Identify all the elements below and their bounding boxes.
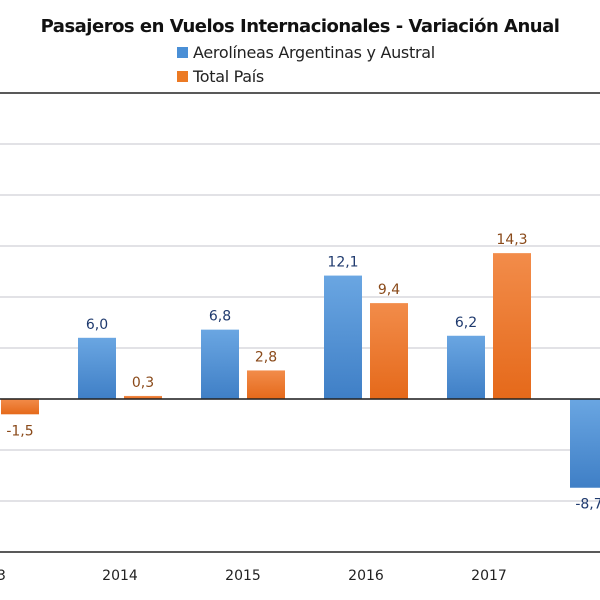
- data-label: 6,0: [86, 317, 108, 333]
- data-label: 0,3: [132, 375, 154, 391]
- data-label: 6,8: [209, 309, 231, 325]
- data-label: 9,4: [378, 282, 400, 298]
- legend-item-aerolineas: Aerolíneas Argentinas y Austral: [177, 43, 435, 62]
- x-tick-label: 2014: [102, 568, 138, 584]
- legend-swatch-blue: [177, 47, 188, 58]
- data-label: 6,2: [455, 315, 477, 331]
- x-tick-label: 13: [0, 568, 6, 584]
- data-label: -8,7: [575, 497, 600, 513]
- bar-total-pais: [493, 253, 531, 399]
- bar-total-pais: [124, 395, 162, 399]
- bar-aerolineas: [324, 275, 362, 399]
- x-tick-label: 2015: [225, 568, 261, 584]
- data-label: 14,3: [496, 232, 527, 248]
- data-label: 12,1: [327, 255, 358, 271]
- x-tick-label: 2017: [471, 568, 507, 584]
- bar-aerolineas: [201, 329, 239, 399]
- x-tick-label: 2016: [348, 568, 384, 584]
- legend-item-total-pais: Total País: [177, 67, 264, 86]
- bar-aerolineas: [78, 337, 116, 399]
- bar-aerolineas: [447, 335, 485, 399]
- chart-title: Pasajeros en Vuelos Internacionales - Va…: [40, 16, 560, 37]
- bar-total-pais: [247, 370, 285, 399]
- bar-total-pais: [370, 303, 408, 399]
- bar-total-pais: [1, 399, 39, 415]
- legend-label: Aerolíneas Argentinas y Austral: [193, 43, 435, 62]
- legend-swatch-orange: [177, 71, 188, 82]
- data-label: 2,8: [255, 349, 277, 365]
- bar-aerolineas: [570, 399, 600, 488]
- data-label: -1,5: [6, 423, 33, 439]
- legend-label: Total País: [193, 67, 264, 86]
